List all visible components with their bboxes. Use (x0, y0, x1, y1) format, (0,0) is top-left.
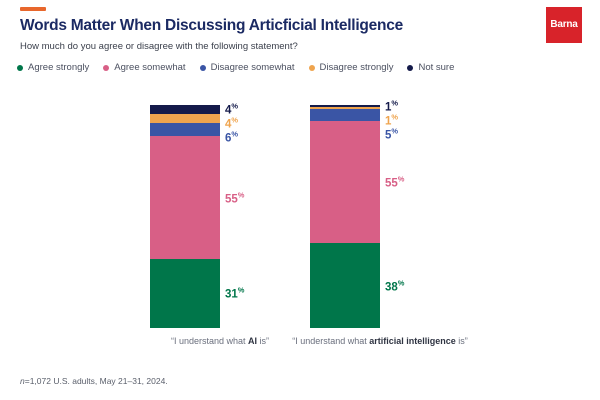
logo-text: Barna (550, 19, 578, 30)
bar-segment-disagree-somewhat[interactable] (150, 122, 220, 137)
bar-segment-not-sure[interactable] (150, 105, 220, 114)
legend-item-label: Disagree strongly (319, 62, 394, 73)
legend-swatch-icon (308, 64, 315, 71)
legend-item-not-sure[interactable]: Not sure (407, 62, 454, 73)
legend-item-label: Disagree somewhat (210, 62, 295, 73)
legend-item-label: Agree strongly (28, 62, 90, 73)
bar-segment-disagree-somewhat[interactable] (310, 109, 380, 121)
bar-segment-disagree-strongly[interactable] (150, 113, 220, 123)
value-label-agree-strongly: 38% (385, 278, 405, 294)
barna-logo: Barna (546, 7, 582, 43)
value-label-disagree-strongly: 1% (385, 112, 399, 128)
page-subtitle: How much do you agree or disagree with t… (20, 41, 298, 52)
value-label-disagree-strongly: 4% (225, 116, 239, 131)
category-label: “I understand what artificial intelligen… (292, 336, 468, 346)
bar-segment-agree-strongly[interactable] (310, 243, 380, 328)
value-label-agree-strongly: 31% (225, 286, 245, 301)
legend-item-agree-somewhat[interactable]: Agree somewhat (103, 62, 186, 73)
chart-plot-area: 4% 4% 6% 55% 31% “I understand what AI is” 1% 1… (0, 95, 600, 346)
chart-legend: Agree strongly Agree somewhat Disagree som… (17, 62, 454, 73)
stacked-bar[interactable] (310, 105, 380, 328)
legend-item-agree-strongly[interactable]: Agree strongly (17, 62, 89, 73)
bar-segment-disagree-strongly[interactable] (310, 107, 380, 110)
legend-swatch-icon (17, 64, 23, 71)
bar-value-labels: 4% 4% 6% 55% 31% (225, 102, 325, 328)
accent-rule (20, 7, 46, 11)
legend-swatch-icon (103, 64, 110, 71)
bar-segment-agree-somewhat[interactable] (150, 136, 220, 259)
legend-swatch-icon (407, 64, 414, 71)
value-label-disagree-somewhat: 6% (225, 130, 239, 145)
value-label-agree-somewhat: 55% (385, 174, 405, 190)
legend-item-label: Agree somewhat (114, 62, 186, 73)
value-label-not-sure: 1% (385, 98, 399, 114)
footnote: n=1,072 U.S. adults, May 21–31, 2024. (20, 376, 168, 386)
legend-item-disagree-strongly[interactable]: Disagree strongly (308, 62, 394, 73)
category-label: “I understand what AI is” (170, 336, 270, 346)
value-label-not-sure: 4% (225, 102, 239, 117)
bar-segment-agree-strongly[interactable] (150, 258, 220, 328)
bar-value-labels: 1% 1% 5% 55% 38% (385, 99, 485, 328)
legend-item-label: Not sure (418, 62, 455, 73)
bar-segment-not-sure[interactable] (310, 105, 380, 108)
page-title: Words Matter When Discussing Articficial… (20, 17, 403, 34)
stacked-bar[interactable] (150, 105, 220, 328)
legend-item-disagree-somewhat[interactable]: Disagree somewhat (199, 62, 295, 73)
legend-swatch-icon (199, 64, 206, 71)
value-label-disagree-somewhat: 5% (385, 126, 399, 142)
value-label-agree-somewhat: 55% (225, 190, 245, 205)
bar-segment-agree-somewhat[interactable] (310, 120, 380, 244)
